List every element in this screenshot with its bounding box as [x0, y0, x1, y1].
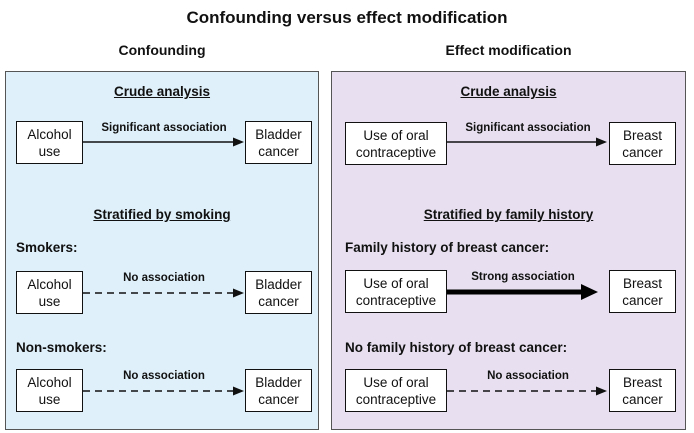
right-stratum2-association-label: No association: [487, 370, 569, 382]
right-stratum1-association-label: Strong association: [471, 271, 575, 283]
left-stratum1-association-label: No association: [123, 272, 205, 284]
left-crude-association-label: Significant association: [101, 122, 227, 134]
right-stratum1-exposure-box: Use of oral contraceptive: [345, 270, 447, 313]
right-crude-outcome-box: Breast cancer: [609, 122, 676, 165]
right-stratified-title: Stratified by family history: [423, 207, 594, 222]
right-crude-arrow: [447, 137, 607, 147]
left-stratum2-outcome-box: Bladder cancer: [245, 369, 312, 412]
right-crude-title: Crude analysis: [460, 84, 557, 99]
left-stratum1-label: Smokers:: [16, 240, 78, 255]
right-stratum2-label: No family history of breast cancer:: [345, 340, 568, 355]
left-crude-title: Crude analysis: [113, 84, 211, 99]
left-crude-arrow: [83, 137, 244, 147]
right-stratum1-arrow: [447, 284, 598, 300]
right-stratum1-label: Family history of breast cancer:: [345, 240, 550, 255]
left-crude-outcome-box: Bladder cancer: [245, 121, 312, 164]
right-crude-exposure-box: Use of oral contraceptive: [345, 122, 447, 165]
diagram-title: Confounding versus effect modification: [186, 8, 508, 27]
left-stratum2-association-label: No association: [123, 370, 205, 382]
effect-modification-heading: Effect modification: [445, 42, 572, 58]
right-stratum2-outcome-box: Breast cancer: [609, 369, 676, 412]
right-crude-association-label: Significant association: [465, 122, 591, 134]
left-stratum1-exposure-box: Alcohol use: [16, 271, 83, 314]
right-stratum2-exposure-box: Use of oral contraceptive: [345, 369, 447, 412]
left-stratum1-outcome-box: Bladder cancer: [245, 271, 312, 314]
left-stratum2-exposure-box: Alcohol use: [16, 369, 83, 412]
left-stratum1-arrow: [83, 288, 244, 298]
right-stratum2-arrow: [447, 386, 607, 396]
right-stratum1-outcome-box: Breast cancer: [609, 270, 676, 313]
confounding-heading: Confounding: [118, 42, 206, 58]
left-stratum2-label: Non-smokers:: [16, 340, 107, 355]
left-crude-exposure-box: Alcohol use: [16, 121, 83, 164]
left-stratum2-arrow: [83, 386, 244, 396]
left-stratified-title: Stratified by smoking: [93, 207, 231, 222]
